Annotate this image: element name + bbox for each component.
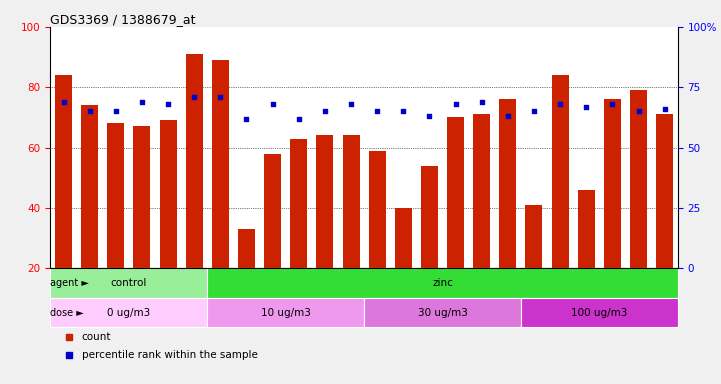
Bar (50, 268, 208, 298)
Bar (395, 208, 412, 329)
Point (371, 108, 383, 114)
Bar (81, 105, 98, 329)
Text: GDS3369 / 1388679_at: GDS3369 / 1388679_at (50, 13, 196, 26)
Bar (630, 90, 647, 329)
Text: 10 ug/m3: 10 ug/m3 (261, 308, 311, 318)
Point (476, 99, 487, 105)
Text: 0 ug/m3: 0 ug/m3 (107, 308, 151, 318)
Bar (421, 166, 438, 329)
Point (241, 116, 252, 122)
Point (267, 101, 278, 107)
Point (502, 113, 513, 119)
Bar (473, 114, 490, 329)
Bar (552, 75, 569, 329)
Bar (521, 298, 678, 327)
Bar (159, 121, 177, 329)
Bar (604, 99, 621, 329)
Bar (364, 298, 521, 327)
Point (110, 108, 122, 114)
Text: count: count (82, 332, 111, 342)
Point (529, 258, 541, 264)
Point (529, 87, 541, 93)
Point (293, 116, 304, 122)
Bar (368, 151, 386, 329)
Point (136, 99, 148, 105)
Bar (526, 205, 542, 329)
Bar (447, 118, 464, 329)
Bar (578, 190, 595, 329)
Bar (133, 126, 151, 329)
Point (554, 101, 566, 107)
Text: percentile rank within the sample: percentile rank within the sample (82, 351, 257, 361)
Bar (55, 75, 72, 329)
Bar (208, 298, 364, 327)
Point (188, 94, 200, 100)
Point (345, 101, 357, 107)
Point (450, 101, 461, 107)
Bar (238, 229, 255, 329)
Bar (317, 136, 333, 329)
Point (633, 108, 645, 114)
Text: 30 ug/m3: 30 ug/m3 (417, 308, 467, 318)
Text: dose ►: dose ► (50, 308, 84, 318)
Text: 100 ug/m3: 100 ug/m3 (571, 308, 627, 318)
Point (84, 108, 95, 114)
Point (528, 108, 540, 114)
Bar (208, 268, 678, 298)
Bar (186, 54, 203, 329)
Bar (107, 123, 124, 329)
Bar (500, 99, 516, 329)
Text: zinc: zinc (432, 278, 453, 288)
Point (424, 113, 435, 119)
Point (58, 99, 69, 105)
Point (319, 108, 331, 114)
Bar (212, 60, 229, 329)
Point (659, 106, 671, 112)
Text: agent ►: agent ► (50, 278, 89, 288)
Point (215, 94, 226, 100)
Bar (291, 139, 307, 329)
Bar (342, 136, 360, 329)
Bar (656, 114, 673, 329)
Point (580, 103, 592, 109)
Text: control: control (111, 278, 147, 288)
Point (162, 101, 174, 107)
Point (606, 101, 618, 107)
Bar (50, 298, 208, 327)
Bar (264, 154, 281, 329)
Point (397, 108, 409, 114)
